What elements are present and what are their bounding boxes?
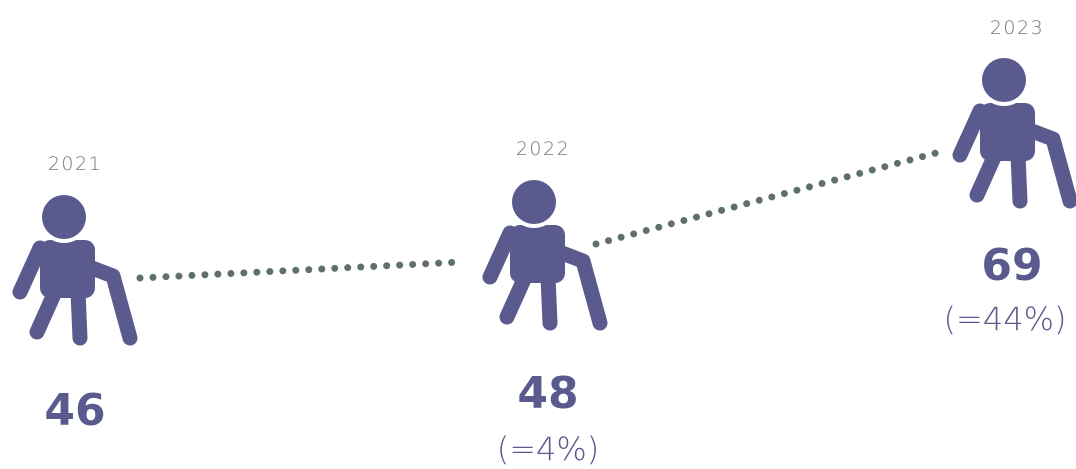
year-label: 2021 bbox=[48, 153, 102, 175]
connector bbox=[592, 149, 940, 248]
year-label: 2022 bbox=[516, 138, 570, 160]
count-value: 46 bbox=[44, 385, 105, 436]
count-value: 69 bbox=[981, 240, 1042, 291]
count-value: 48 bbox=[517, 368, 578, 419]
person-icon bbox=[490, 176, 600, 323]
connector bbox=[136, 258, 466, 282]
change-label: (=4%) bbox=[497, 430, 600, 468]
person-icon bbox=[20, 191, 130, 338]
person-icon bbox=[960, 54, 1070, 201]
year-label: 2023 bbox=[990, 17, 1044, 39]
change-label: (=44%) bbox=[944, 300, 1067, 338]
